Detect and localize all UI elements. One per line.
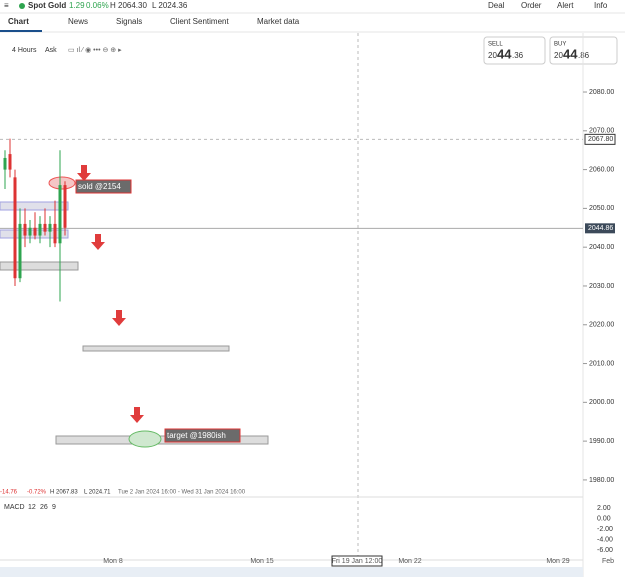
- marker: [48, 176, 76, 190]
- sell-suffix: .36: [512, 51, 524, 60]
- date-label: Feb: [602, 558, 614, 565]
- tab[interactable]: Chart: [8, 17, 29, 26]
- status-range: Tue 2 Jan 2024 16:00 - Wed 31 Jan 2024 1…: [118, 490, 246, 496]
- y-tick-label: 2080.00: [589, 89, 614, 96]
- y-tick-label: 2010.00: [589, 360, 614, 367]
- y-tick-label: 2070.00: [589, 128, 614, 135]
- macd-label: MACD: [4, 504, 25, 511]
- candle-body: [3, 157, 7, 170]
- last-price-label: 2044.86: [588, 225, 613, 232]
- date-label: Mon 8: [103, 558, 123, 565]
- status-low: L 2024.71: [84, 490, 111, 496]
- status-high: H 2067.83: [50, 490, 78, 496]
- status-pct: -0.72%: [27, 490, 47, 496]
- annotation-box: [75, 179, 132, 194]
- menu-item[interactable]: Order: [521, 1, 542, 10]
- buy-label: BUY: [554, 42, 566, 48]
- candle-body: [43, 223, 47, 232]
- change-pct: 0.06%: [86, 1, 109, 10]
- date-box: [331, 555, 383, 567]
- macd-tick-label: -6.00: [597, 547, 613, 554]
- interval[interactable]: 4 Hours: [12, 47, 37, 54]
- y-tick-label: 1980.00: [589, 477, 614, 484]
- candle-body: [63, 185, 67, 228]
- date-label: Fri 19 Jan 12:00: [332, 558, 383, 565]
- navigator[interactable]: [0, 567, 583, 577]
- candle-body: [8, 154, 12, 170]
- marker: [128, 430, 162, 448]
- zone: [82, 345, 230, 352]
- date-label: Mon 29: [546, 558, 569, 565]
- sell-box[interactable]: [483, 36, 546, 65]
- menu-item[interactable]: Info: [594, 1, 608, 10]
- macd-tick-label: -2.00: [597, 526, 613, 533]
- y-tick-label: 2060.00: [589, 166, 614, 173]
- tab[interactable]: Client Sentiment: [170, 17, 229, 26]
- crosshair-box: [584, 133, 616, 145]
- y-tick-label: 1990.00: [589, 438, 614, 445]
- buy-prefix: 20: [554, 51, 563, 60]
- zone: [0, 201, 69, 211]
- candle-body: [23, 223, 27, 236]
- crosshair-label: 2067.80: [588, 136, 613, 143]
- price-side[interactable]: Ask: [45, 47, 57, 54]
- menu-icon[interactable]: ≡: [4, 1, 9, 10]
- date-label: Mon 15: [250, 558, 273, 565]
- sell-big: 44: [497, 46, 512, 61]
- macd-tick-label: 0.00: [597, 515, 611, 522]
- status-dot: [19, 3, 25, 9]
- sell-prefix: 20: [488, 51, 497, 60]
- annotation: sold @2154: [78, 182, 121, 191]
- y-tick-label: 2000.00: [589, 399, 614, 406]
- candle-body: [28, 227, 32, 236]
- arrows: [77, 165, 144, 423]
- tab[interactable]: Signals: [116, 17, 142, 26]
- annotation-box: [164, 428, 241, 443]
- y-tick-label: 2020.00: [589, 322, 614, 329]
- y-tick-label: 2040.00: [589, 244, 614, 251]
- annotation: target @1980ish: [167, 431, 226, 440]
- candle-body: [53, 223, 57, 244]
- y-tick-label: 2050.00: [589, 205, 614, 212]
- macd-param: 12: [28, 504, 36, 511]
- y-tick-label: 2030.00: [589, 283, 614, 290]
- toolbar-icons[interactable]: ▭ ıl ⁄ ◉ ••• ⊖ ⊕ ▸: [68, 47, 122, 54]
- buy-big: 44: [563, 46, 578, 61]
- candle-body: [18, 223, 22, 279]
- candle-body: [58, 185, 62, 244]
- candle-body: [48, 223, 52, 232]
- menu-item[interactable]: Alert: [557, 1, 574, 10]
- macd-param: 9: [52, 504, 56, 511]
- macd-tick-label: -4.00: [597, 536, 613, 543]
- change: 1.29: [69, 1, 85, 10]
- macd-tick-label: 2.00: [597, 505, 611, 512]
- header: [0, 0, 625, 33]
- zone: [55, 435, 269, 445]
- candle-body: [38, 223, 42, 236]
- tab[interactable]: News: [68, 17, 88, 26]
- tab[interactable]: Market data: [257, 17, 300, 26]
- zone: [0, 261, 79, 271]
- symbol: Spot Gold: [28, 1, 66, 10]
- low: L 2024.36: [152, 1, 188, 10]
- sell-label: SELL: [488, 42, 503, 48]
- macd-param: 26: [40, 504, 48, 511]
- candle-body: [13, 177, 17, 279]
- status-change: -14.76: [0, 490, 18, 496]
- last-price-box: [585, 223, 615, 234]
- high: H 2064.30: [110, 1, 147, 10]
- menu-item[interactable]: Deal: [488, 1, 505, 10]
- candle-body: [33, 227, 37, 236]
- buy-suffix: .86: [578, 51, 590, 60]
- date-label: Mon 22: [398, 558, 421, 565]
